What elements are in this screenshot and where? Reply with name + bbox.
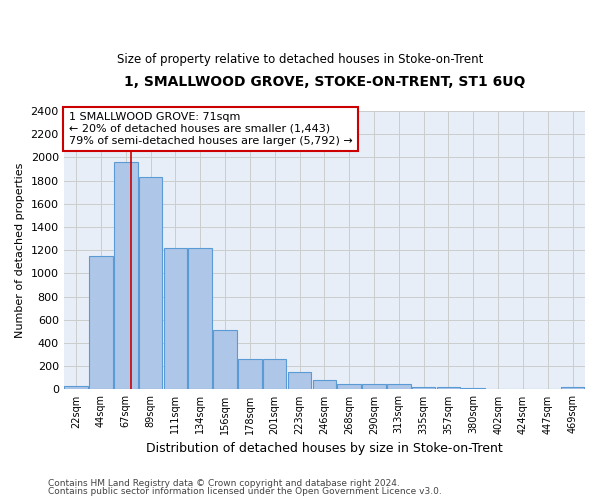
Bar xyxy=(213,330,237,390)
Bar xyxy=(263,358,286,390)
Bar xyxy=(164,248,187,390)
Title: 1, SMALLWOOD GROVE, STOKE-ON-TRENT, ST1 6UQ: 1, SMALLWOOD GROVE, STOKE-ON-TRENT, ST1 … xyxy=(124,75,525,89)
Bar xyxy=(139,177,163,390)
Bar xyxy=(238,358,262,390)
Bar xyxy=(288,372,311,390)
Text: Contains public sector information licensed under the Open Government Licence v3: Contains public sector information licen… xyxy=(48,487,442,496)
Text: 1 SMALLWOOD GROVE: 71sqm
← 20% of detached houses are smaller (1,443)
79% of sem: 1 SMALLWOOD GROVE: 71sqm ← 20% of detach… xyxy=(69,112,353,146)
Bar xyxy=(437,387,460,390)
Text: Contains HM Land Registry data © Crown copyright and database right 2024.: Contains HM Land Registry data © Crown c… xyxy=(48,478,400,488)
Bar xyxy=(188,248,212,390)
Bar xyxy=(561,387,584,390)
Bar xyxy=(313,380,336,390)
Text: Size of property relative to detached houses in Stoke-on-Trent: Size of property relative to detached ho… xyxy=(117,52,483,66)
Bar xyxy=(412,387,436,390)
Bar xyxy=(89,256,113,390)
Bar xyxy=(337,384,361,390)
X-axis label: Distribution of detached houses by size in Stoke-on-Trent: Distribution of detached houses by size … xyxy=(146,442,503,455)
Bar xyxy=(461,388,485,390)
Bar xyxy=(64,386,88,390)
Bar xyxy=(362,384,386,390)
Bar xyxy=(114,162,137,390)
Y-axis label: Number of detached properties: Number of detached properties xyxy=(15,162,25,338)
Bar xyxy=(387,384,410,390)
